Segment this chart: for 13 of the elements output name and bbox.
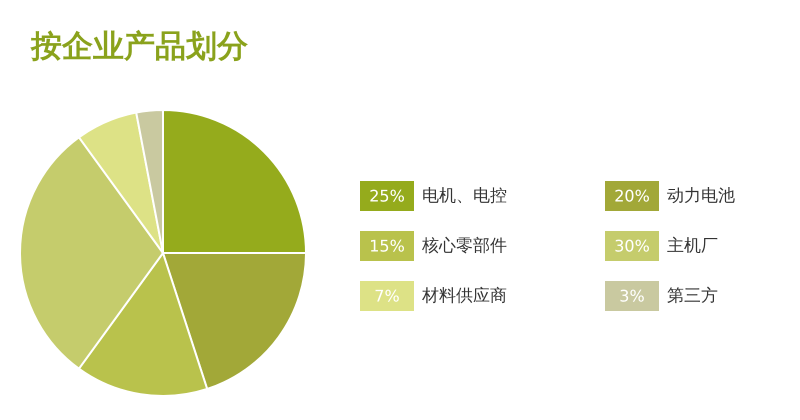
data-label: 25% <box>369 186 405 206</box>
legend-label: 材料供应商 <box>421 286 507 306</box>
legend-label: 动力电池 <box>667 186 735 206</box>
data-label: 3% <box>619 286 645 306</box>
legend-label: 电机、电控 <box>422 186 507 206</box>
data-label: 7% <box>374 286 400 306</box>
data-label: 20% <box>614 186 650 206</box>
data-label: 15% <box>369 236 405 256</box>
legend-label: 主机厂 <box>667 236 718 256</box>
legend-label: 核心零部件 <box>421 236 507 256</box>
chart-title: 按企业产品划分 <box>30 28 248 64</box>
data-label: 30% <box>614 236 650 256</box>
legend-label: 第三方 <box>667 286 718 306</box>
